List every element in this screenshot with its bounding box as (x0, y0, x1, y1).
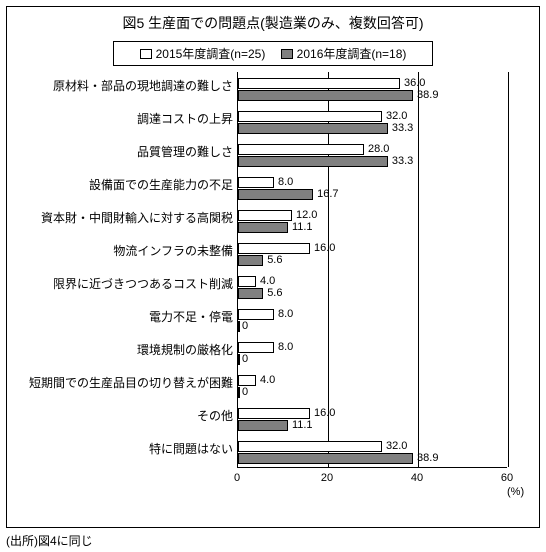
bar-series-b (238, 255, 263, 266)
bar-series-a (238, 177, 274, 188)
legend: 2015年度調査(n=25) 2016年度調査(n=18) (113, 41, 433, 66)
value-label-b: 38.9 (417, 453, 438, 464)
bar-series-b (238, 354, 240, 365)
legend-label-b: 2016年度調査(n=18) (297, 45, 407, 62)
category-label: 環境規制の厳格化 (29, 344, 233, 357)
category-label: 特に問題はない (29, 443, 233, 456)
bar-series-b (238, 420, 288, 431)
bar-series-b (238, 387, 240, 398)
swatch-b (281, 49, 293, 59)
bar-series-b (238, 156, 388, 167)
x-unit-label: (%) (507, 486, 524, 498)
x-tick-label: 40 (411, 472, 423, 484)
bar-series-b (238, 90, 413, 101)
value-label-a: 32.0 (386, 441, 407, 452)
bar-series-a (238, 144, 364, 155)
bar-series-b (238, 123, 388, 134)
category-label: その他 (29, 410, 233, 423)
bar-series-b (238, 288, 263, 299)
value-label-b: 33.3 (392, 123, 413, 134)
value-label-a: 8.0 (278, 309, 293, 320)
category-label: 品質管理の難しさ (29, 146, 233, 159)
bar-series-a (238, 309, 274, 320)
source-note: (出所)図4に同じ (6, 532, 93, 549)
value-label-a: 16.0 (314, 243, 335, 254)
value-label-a: 32.0 (386, 111, 407, 122)
bar-series-a (238, 342, 274, 353)
value-label-b: 0 (242, 354, 248, 365)
value-label-b: 11.1 (292, 420, 313, 431)
bar-series-a (238, 375, 256, 386)
x-tick-label: 0 (234, 472, 240, 484)
value-label-b: 38.9 (417, 90, 438, 101)
value-label-a: 16.0 (314, 408, 335, 419)
x-tick-label: 20 (321, 472, 333, 484)
value-label-b: 0 (242, 387, 248, 398)
chart-area: 36.038.932.033.328.033.38.016.712.011.11… (27, 72, 519, 492)
value-label-b: 5.6 (267, 255, 282, 266)
category-label: 限界に近づきつつあるコスト削減 (29, 278, 233, 291)
category-label: 短期間での生産品目の切り替えが困難 (29, 377, 233, 390)
plot: 36.038.932.033.328.033.38.016.712.011.11… (237, 72, 507, 468)
swatch-a (140, 49, 152, 59)
bar-series-a (238, 243, 310, 254)
value-label-a: 4.0 (260, 375, 275, 386)
value-label-b: 33.3 (392, 156, 413, 167)
bar-series-b (238, 222, 288, 233)
value-label-b: 11.1 (292, 222, 313, 233)
chart-frame: 図5 生産面での問題点(製造業のみ、複数回答可) 2015年度調査(n=25) … (6, 6, 540, 528)
bar-series-a (238, 408, 310, 419)
category-label: 電力不足・停電 (29, 311, 233, 324)
category-label: 設備面での生産能力の不足 (29, 179, 233, 192)
category-label: 資本財・中間財輸入に対する高関税 (29, 212, 233, 225)
value-label-b: 5.6 (267, 288, 282, 299)
value-label-a: 8.0 (278, 342, 293, 353)
value-label-a: 12.0 (296, 210, 317, 221)
category-label: 原材料・部品の現地調達の難しさ (29, 80, 233, 93)
bar-series-b (238, 189, 313, 200)
gridline (508, 72, 509, 467)
bar-series-b (238, 453, 413, 464)
bar-series-a (238, 111, 382, 122)
legend-item-a: 2015年度調査(n=25) (140, 45, 266, 62)
value-label-a: 36.0 (404, 78, 425, 89)
bar-series-a (238, 78, 400, 89)
chart-title: 図5 生産面での問題点(製造業のみ、複数回答可) (7, 13, 539, 33)
value-label-a: 28.0 (368, 144, 389, 155)
value-label-b: 16.7 (317, 189, 338, 200)
x-tick-label: 60 (501, 472, 513, 484)
value-label-a: 8.0 (278, 177, 293, 188)
category-label: 調達コストの上昇 (29, 113, 233, 126)
legend-item-b: 2016年度調査(n=18) (281, 45, 407, 62)
value-label-b: 0 (242, 321, 248, 332)
bar-series-a (238, 441, 382, 452)
value-label-a: 4.0 (260, 276, 275, 287)
category-label: 物流インフラの未整備 (29, 245, 233, 258)
gridline (418, 72, 419, 467)
bar-series-a (238, 210, 292, 221)
bar-series-a (238, 276, 256, 287)
legend-label-a: 2015年度調査(n=25) (156, 45, 266, 62)
bar-series-b (238, 321, 240, 332)
